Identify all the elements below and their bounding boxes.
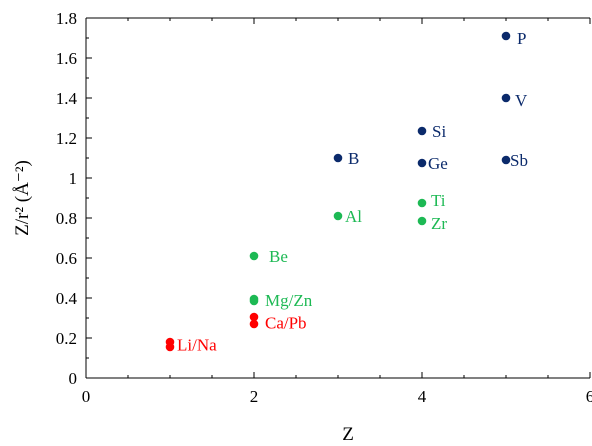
point-label-v: V xyxy=(515,91,528,110)
y-tick-label: 1.4 xyxy=(56,89,78,108)
data-point-ge xyxy=(417,158,427,168)
point-label-p: P xyxy=(517,29,526,48)
data-point-v xyxy=(501,93,511,103)
data-point-ca-pb xyxy=(249,312,259,322)
data-point-si xyxy=(417,126,427,136)
point-label-zr: Zr xyxy=(431,214,447,233)
y-tick-label: 0.8 xyxy=(56,209,77,228)
point-label-ca-pb: Ca/Pb xyxy=(265,314,307,333)
data-point-b xyxy=(333,153,343,163)
x-tick-label: 4 xyxy=(418,387,427,406)
point-label-ti: Ti xyxy=(431,191,446,210)
y-tick-label: 0.4 xyxy=(56,289,78,308)
x-tick-label: 2 xyxy=(250,387,259,406)
data-point-li-na xyxy=(165,342,175,352)
y-tick-label: 1.8 xyxy=(56,9,77,28)
axes: 0 2 4 6 0 0.2 0.4 0.6 0.8 1 1.2 1.4 1.6 1.8 xyxy=(56,9,592,406)
data-point-ca-pb xyxy=(249,319,259,329)
point-labels: Li/Na Ca/Pb Mg/Zn Be Al Ti Zr B Si Ge P V Sb xyxy=(177,29,528,355)
point-label-al: Al xyxy=(345,207,362,226)
data-point-al xyxy=(333,211,343,221)
x-tick-label: 0 xyxy=(82,387,91,406)
point-label-li-na: Li/Na xyxy=(177,336,217,355)
y-tick-label: 1.2 xyxy=(56,129,77,148)
point-label-mg-zn: Mg/Zn xyxy=(265,291,313,310)
x-axis-title: Z xyxy=(342,424,354,445)
point-label-ge: Ge xyxy=(428,154,448,173)
point-label-be: Be xyxy=(269,247,288,266)
data-point-mg-zn xyxy=(249,296,259,306)
point-label-si: Si xyxy=(432,122,446,141)
y-axis-title: Z/r² (Å⁻²) xyxy=(12,160,33,236)
data-point-be xyxy=(249,251,259,261)
data-points xyxy=(165,31,511,352)
y-tick-label: 0.2 xyxy=(56,329,77,348)
point-label-sb: Sb xyxy=(510,151,528,170)
y-tick-label: 0 xyxy=(69,369,78,388)
data-point-ti xyxy=(417,198,427,208)
x-tick-label: 6 xyxy=(586,387,592,406)
point-label-b: B xyxy=(348,149,359,168)
data-point-p xyxy=(501,31,511,41)
y-tick-label: 0.6 xyxy=(56,249,77,268)
data-point-zr xyxy=(417,216,427,226)
y-tick-label: 1.6 xyxy=(56,49,77,68)
y-tick-label: 1 xyxy=(69,169,78,188)
data-point-sb xyxy=(501,155,511,165)
